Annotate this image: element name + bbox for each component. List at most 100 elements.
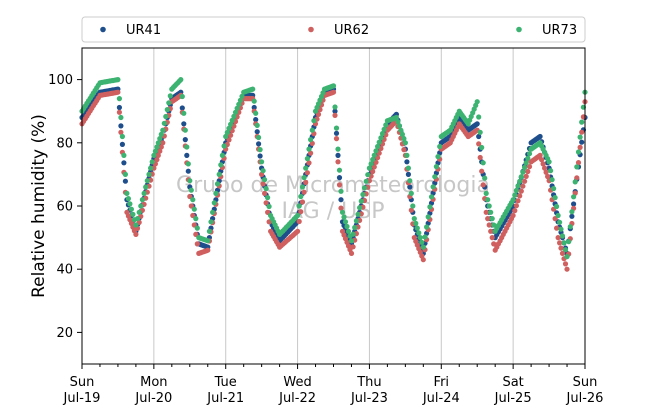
data-point xyxy=(345,228,352,234)
data-point xyxy=(491,241,497,247)
data-point xyxy=(416,230,422,236)
data-point xyxy=(518,188,524,194)
data-point xyxy=(304,156,310,162)
data-point xyxy=(430,184,436,190)
data-point xyxy=(143,184,149,190)
data-point xyxy=(338,197,344,203)
data-point xyxy=(358,198,364,204)
data-point xyxy=(184,144,190,150)
data-point xyxy=(160,140,166,146)
y-tick-label: 20 xyxy=(56,326,73,341)
data-point xyxy=(138,203,144,209)
data-point xyxy=(474,99,480,105)
data-point xyxy=(522,178,528,184)
data-point xyxy=(410,203,416,209)
data-point xyxy=(166,100,172,106)
data-point xyxy=(513,187,520,194)
data-point xyxy=(254,122,260,128)
data-point xyxy=(365,172,371,178)
data-point xyxy=(376,139,382,145)
data-point xyxy=(167,93,173,99)
data-point xyxy=(311,118,317,124)
data-point xyxy=(435,154,441,160)
data-point xyxy=(561,240,567,246)
data-point xyxy=(575,149,582,155)
data-point xyxy=(518,174,524,180)
data-point xyxy=(206,228,212,234)
data-point xyxy=(417,235,423,241)
data-point xyxy=(523,160,529,166)
data-point xyxy=(437,143,443,150)
data-point xyxy=(146,171,152,177)
data-point xyxy=(263,186,269,192)
data-point xyxy=(408,207,414,213)
data-point xyxy=(236,101,242,107)
data-point xyxy=(577,134,583,140)
data-point xyxy=(262,190,268,196)
data-point xyxy=(332,104,338,110)
data-point xyxy=(182,137,188,143)
data-point xyxy=(260,181,266,187)
data-point xyxy=(422,234,428,240)
x-tick-label-day: Fri xyxy=(434,375,450,390)
data-point xyxy=(181,110,187,116)
data-point xyxy=(306,160,312,166)
data-point xyxy=(151,152,157,158)
data-point xyxy=(299,184,306,190)
data-point xyxy=(483,190,489,196)
data-point xyxy=(371,164,377,170)
data-point xyxy=(476,133,482,140)
data-point xyxy=(115,77,121,83)
data-point xyxy=(251,98,257,104)
data-point xyxy=(178,77,184,83)
data-point xyxy=(253,117,259,123)
data-point xyxy=(179,105,185,111)
data-point xyxy=(361,185,368,191)
data-point xyxy=(420,257,426,263)
data-point xyxy=(158,144,164,150)
legend-label: UR73 xyxy=(542,23,577,38)
data-point xyxy=(555,235,561,241)
legend[interactable]: UR41 UR62 UR73 xyxy=(81,16,586,43)
data-point xyxy=(218,162,224,168)
data-point xyxy=(234,105,240,111)
data-point xyxy=(333,125,340,131)
data-point xyxy=(476,141,482,147)
data-point xyxy=(543,169,549,175)
data-point xyxy=(219,152,225,158)
data-point xyxy=(342,219,349,225)
data-point xyxy=(194,225,200,231)
data-point xyxy=(163,113,169,120)
data-point xyxy=(515,183,521,189)
data-point xyxy=(404,159,410,165)
data-point xyxy=(517,178,523,184)
data-point xyxy=(164,107,170,113)
data-point xyxy=(574,175,580,181)
data-point xyxy=(237,97,243,103)
data-point xyxy=(298,193,304,200)
data-point xyxy=(366,165,372,171)
data-point xyxy=(133,222,139,228)
data-point xyxy=(130,211,136,217)
data-point xyxy=(295,228,301,234)
data-point xyxy=(405,165,411,171)
data-point xyxy=(336,182,343,188)
data-point xyxy=(338,205,344,211)
data-point xyxy=(216,171,222,177)
y-axis: 20 40 60 80 100 xyxy=(48,73,82,341)
data-point xyxy=(363,178,369,184)
data-point xyxy=(395,119,401,125)
data-point xyxy=(296,218,302,225)
data-point xyxy=(239,93,245,99)
data-point xyxy=(256,134,262,141)
data-point xyxy=(566,239,572,245)
data-point xyxy=(411,216,417,222)
data-point xyxy=(485,216,491,222)
data-point xyxy=(480,160,486,166)
x-tick-label-day: Sat xyxy=(502,375,523,390)
data-point xyxy=(301,175,307,181)
data-point xyxy=(253,110,259,116)
data-point xyxy=(571,194,577,200)
data-point xyxy=(402,140,408,146)
